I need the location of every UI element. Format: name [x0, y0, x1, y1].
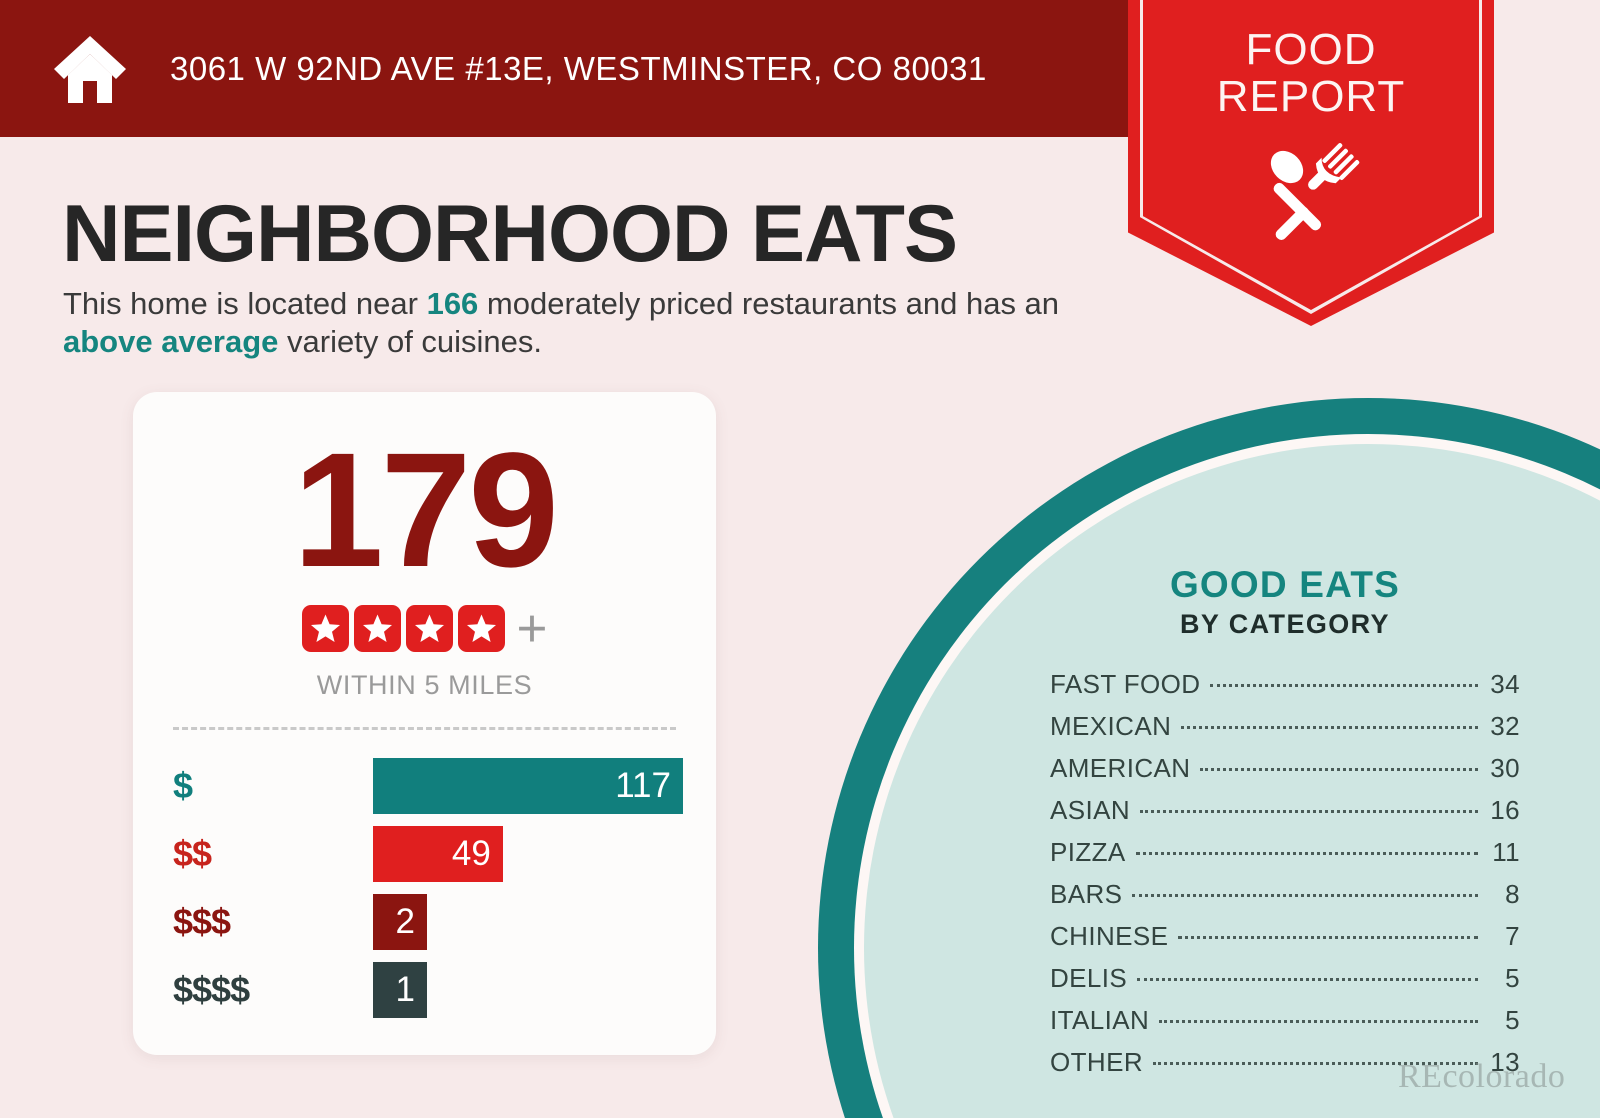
category-label: ITALIAN — [1050, 1004, 1150, 1035]
restaurant-count-big: 179 — [293, 418, 559, 601]
leader-dots — [1137, 977, 1478, 981]
star-icon — [414, 614, 444, 642]
category-row: FAST FOOD 34 — [1050, 669, 1520, 711]
leader-dots — [1210, 683, 1478, 687]
star-icon — [362, 614, 392, 642]
category-label: CHINESE — [1050, 920, 1169, 951]
category-value: 7 — [1505, 920, 1520, 951]
bar-value-label: 117 — [615, 766, 671, 805]
bar-row: $$$ 2 — [173, 888, 716, 956]
bar-category-label: $$ — [173, 833, 212, 874]
bar-category-label: $$$ — [173, 901, 231, 942]
category-row: BARS 8 — [1050, 879, 1520, 921]
category-value: 8 — [1505, 878, 1520, 909]
category-value: 5 — [1505, 962, 1520, 993]
leader-dots — [1153, 1061, 1478, 1065]
category-row: ASIAN 16 — [1050, 795, 1520, 837]
category-value: 16 — [1490, 794, 1520, 825]
subtitle-part-3: variety of cuisines. — [278, 323, 543, 359]
bar-value-label: 1 — [395, 970, 415, 1009]
category-value: 13 — [1490, 1046, 1520, 1077]
leader-dots — [1178, 935, 1478, 939]
category-label: DELIS — [1050, 962, 1128, 993]
bar: 2 — [373, 894, 427, 950]
home-icon — [54, 35, 126, 103]
bar-track: 1 — [373, 956, 716, 1024]
star-rating-row: + — [133, 598, 716, 658]
leader-dots — [1132, 893, 1478, 897]
food-report-badge: FOOD REPORT — [1128, 0, 1494, 326]
star-badge — [405, 605, 453, 652]
category-value: 5 — [1505, 1004, 1520, 1035]
subtitle-part-2: moderately priced restaurants and has an — [478, 286, 1060, 321]
leader-dots — [1135, 851, 1478, 855]
category-value: 30 — [1490, 752, 1520, 783]
badge-title: FOOD REPORT — [1128, 26, 1494, 120]
bar-value-label: 49 — [451, 834, 491, 873]
bar-row: $117 — [173, 752, 716, 820]
leader-dots — [1140, 809, 1478, 813]
badge-title-line2: REPORT — [1216, 72, 1406, 122]
subtitle-part-1: This home is located near — [63, 286, 427, 321]
teal-circle-decoration — [818, 398, 1600, 1118]
page-title: NEIGHBORHOOD EATS — [62, 189, 958, 279]
spoon-fork-crossed-icon — [1270, 143, 1360, 241]
star-icon — [466, 614, 496, 642]
category-list: FAST FOOD 34 MEXICAN 32 AMERICAN 30 ASIAN 16 PIZ… — [1050, 669, 1520, 1089]
header-bar: 3061 W 92ND AVE #13E, WESTMINSTER, CO 80… — [0, 0, 1278, 137]
leader-dots — [1181, 725, 1478, 729]
category-value: 32 — [1490, 710, 1520, 741]
category-row: DELIS 5 — [1050, 963, 1520, 1005]
category-label: ASIAN — [1050, 794, 1131, 825]
restaurant-count-highlight: 166 — [426, 286, 479, 321]
star-badge — [353, 605, 401, 652]
category-row: MEXICAN 32 — [1050, 711, 1520, 753]
bar: 1 — [373, 962, 427, 1018]
leader-dots — [1200, 767, 1478, 771]
watermark: REcolorado — [1398, 1058, 1566, 1095]
category-label: OTHER — [1050, 1046, 1143, 1077]
good-eats-subtitle: BY CATEGORY — [1180, 608, 1390, 639]
restaurant-stats-card: 179 + WITHIN 5 MILES $117 $$ 49 $$$ 2 $$$$ 1 — [133, 392, 716, 1055]
bar-row: $$$$ 1 — [173, 956, 716, 1024]
category-value: 34 — [1490, 668, 1520, 699]
star-badge — [301, 605, 349, 652]
leader-dots — [1159, 1019, 1478, 1023]
category-label: AMERICAN — [1050, 752, 1191, 783]
card-divider — [173, 727, 676, 730]
within-miles-label: WITHIN 5 MILES — [316, 670, 533, 700]
plus-sign: + — [516, 598, 548, 658]
star-icon — [310, 614, 340, 642]
price-tier-bar-chart: $117 $$ 49 $$$ 2 $$$$ 1 — [133, 752, 716, 1024]
property-address: 3061 W 92ND AVE #13E, WESTMINSTER, CO 80… — [170, 49, 987, 87]
category-row: PIZZA 11 — [1050, 837, 1520, 879]
category-row: OTHER 13 — [1050, 1047, 1520, 1089]
category-value: 11 — [1492, 836, 1520, 867]
good-eats-panel: GOOD EATS BY CATEGORY FAST FOOD 34 MEXICAN… — [1050, 564, 1520, 1089]
variety-highlight: above average — [63, 323, 279, 359]
bar-category-label: $ — [173, 765, 193, 806]
bar-track: 49 — [373, 820, 716, 888]
bar: 49 — [373, 826, 503, 882]
category-label: FAST FOOD — [1050, 668, 1201, 699]
bar-track: 117 — [373, 752, 716, 820]
category-row: ITALIAN 5 — [1050, 1005, 1520, 1047]
star-badge — [457, 605, 505, 652]
bar-track: 2 — [373, 888, 716, 956]
good-eats-title: GOOD EATS — [1169, 564, 1401, 605]
category-label: MEXICAN — [1050, 710, 1172, 741]
category-label: BARS — [1050, 878, 1123, 909]
category-label: PIZZA — [1050, 836, 1126, 867]
bar-value-label: 2 — [395, 902, 415, 941]
bar-category-label: $$$$ — [173, 969, 250, 1010]
category-row: CHINESE 7 — [1050, 921, 1520, 963]
bar-row: $$ 49 — [173, 820, 716, 888]
badge-title-line1: FOOD — [1245, 25, 1377, 74]
page-subtitle: This home is located near 166 moderately… — [63, 285, 1103, 361]
bar: 117 — [373, 758, 683, 814]
category-row: AMERICAN 30 — [1050, 753, 1520, 795]
